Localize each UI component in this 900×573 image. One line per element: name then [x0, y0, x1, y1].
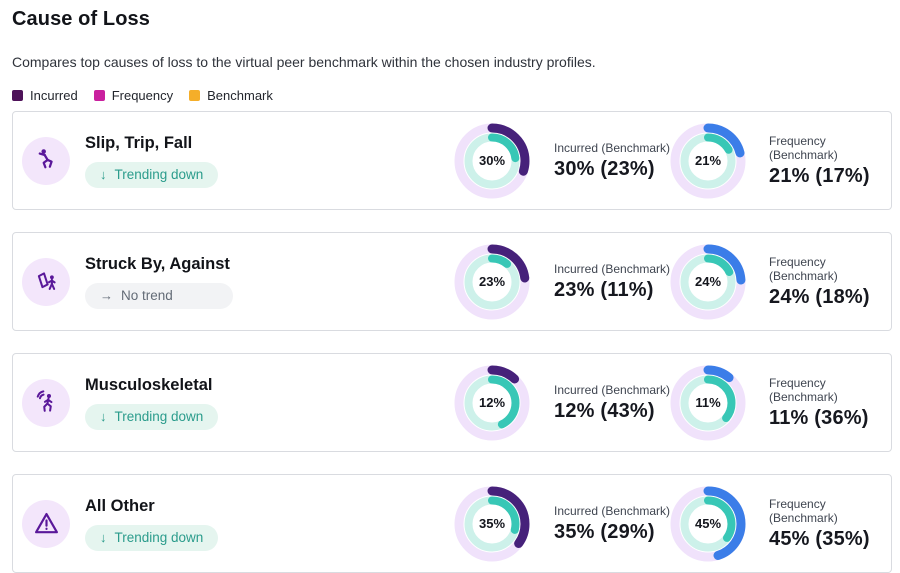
incurred-donut: 12%	[450, 361, 534, 445]
trend-arrow-icon: ↓	[100, 529, 107, 545]
incurred-metric: Incurred (Benchmark) 35% (29%)	[554, 504, 670, 544]
metric-label: Frequency (Benchmark)	[769, 375, 838, 404]
frequency-donut-chart	[670, 123, 746, 198]
frequency-donut-chart	[670, 486, 746, 561]
trend-label: No trend	[121, 287, 173, 303]
incurred-donut-chart	[454, 365, 530, 440]
cause-of-loss-row: Struck By, Against → No trend 23% Incurr…	[12, 232, 892, 331]
frequency-donut-chart	[670, 244, 746, 319]
trend-label: Trending down	[114, 166, 204, 182]
frequency-donut: 24%	[666, 240, 750, 324]
frequency-metric: Frequency (Benchmark) 24% (18%)	[769, 255, 891, 309]
rows-container: Slip, Trip, Fall ↓ Trending down 30% Inc…	[12, 111, 892, 573]
musculoskeletal-icon	[22, 378, 70, 427]
metric-value: 12% (43%)	[554, 399, 655, 422]
incurred-metric: Incurred (Benchmark) 23% (11%)	[554, 262, 670, 302]
metric-label: Incurred (Benchmark)	[554, 382, 671, 397]
trend-arrow-icon: ↓	[100, 408, 107, 424]
metric-value: 11% (36%)	[769, 406, 869, 429]
incurred-donut-chart	[454, 486, 530, 561]
donut-center-label: 11%	[695, 395, 721, 410]
trend-label: Trending down	[114, 529, 204, 545]
frequency-donut-chart	[670, 365, 746, 440]
metric-label: Frequency (Benchmark)	[769, 254, 838, 283]
incurred-donut: 30%	[450, 119, 534, 203]
frequency-donut: 11%	[666, 361, 750, 445]
struck-by-icon	[22, 257, 70, 306]
donut-center-label: 23%	[478, 274, 506, 289]
trend-badge: → No trend	[85, 282, 233, 309]
metric-label: Frequency (Benchmark)	[769, 496, 838, 525]
warning-triangle-icon	[22, 499, 70, 548]
legend: Incurred Frequency Benchmark	[12, 88, 892, 103]
incurred-donut-chart	[454, 244, 530, 319]
incurred-metric: Incurred (Benchmark) 30% (23%)	[554, 141, 670, 181]
donut-center-label: 24%	[694, 274, 722, 289]
metric-value: 45% (35%)	[769, 527, 870, 550]
frequency-donut: 45%	[666, 482, 750, 566]
metric-label: Incurred (Benchmark)	[554, 261, 671, 276]
donut-center-label: 35%	[478, 516, 506, 531]
metric-value: 24% (18%)	[769, 285, 870, 308]
incurred-swatch-icon	[12, 90, 23, 101]
metric-label: Incurred (Benchmark)	[554, 503, 671, 518]
donut-center-label: 30%	[478, 153, 506, 168]
trend-badge: ↓ Trending down	[85, 524, 219, 551]
legend-label: Incurred	[30, 88, 78, 103]
donut-center-label: 21%	[694, 153, 722, 168]
trend-label: Trending down	[114, 408, 204, 424]
metric-value: 21% (17%)	[769, 164, 870, 187]
cause-of-loss-row: Musculoskeletal ↓ Trending down 12% Incu…	[12, 353, 892, 452]
metric-value: 30% (23%)	[554, 157, 655, 180]
legend-item-frequency: Frequency	[93, 88, 174, 103]
donut-center-label: 12%	[478, 395, 506, 410]
metric-value: 23% (11%)	[554, 278, 654, 301]
trend-arrow-icon: ↓	[100, 166, 107, 182]
slip-trip-fall-icon	[22, 136, 70, 185]
row-title: All Other	[85, 496, 155, 515]
incurred-donut-chart	[454, 123, 530, 198]
metric-value: 35% (29%)	[554, 520, 655, 543]
row-title: Musculoskeletal	[85, 375, 213, 394]
legend-label: Benchmark	[207, 88, 273, 103]
trend-badge: ↓ Trending down	[85, 403, 219, 430]
frequency-metric: Frequency (Benchmark) 45% (35%)	[769, 497, 891, 551]
benchmark-swatch-icon	[189, 90, 201, 101]
row-title: Slip, Trip, Fall	[85, 133, 193, 152]
frequency-metric: Frequency (Benchmark) 11% (36%)	[769, 376, 891, 430]
legend-label: Frequency	[111, 88, 174, 103]
incurred-metric: Incurred (Benchmark) 12% (43%)	[554, 383, 670, 423]
metric-label: Frequency (Benchmark)	[769, 133, 838, 162]
legend-item-benchmark: Benchmark	[189, 88, 273, 103]
cause-of-loss-row: Slip, Trip, Fall ↓ Trending down 30% Inc…	[12, 111, 892, 210]
frequency-metric: Frequency (Benchmark) 21% (17%)	[769, 134, 891, 188]
frequency-donut: 21%	[666, 119, 750, 203]
incurred-donut: 23%	[450, 240, 534, 324]
donut-center-label: 45%	[694, 516, 722, 531]
incurred-donut: 35%	[450, 482, 534, 566]
trend-badge: ↓ Trending down	[85, 161, 219, 188]
page-title: Cause of Loss	[12, 8, 150, 30]
legend-item-incurred: Incurred	[12, 88, 78, 103]
panel-subtitle: Compares top causes of loss to the virtu…	[12, 54, 596, 70]
trend-arrow-icon: →	[100, 287, 113, 303]
frequency-swatch-icon	[93, 90, 105, 101]
cause-of-loss-row: All Other ↓ Trending down 35% Incurred (…	[12, 474, 892, 573]
metric-label: Incurred (Benchmark)	[554, 140, 671, 155]
row-title: Struck By, Against	[85, 254, 230, 273]
